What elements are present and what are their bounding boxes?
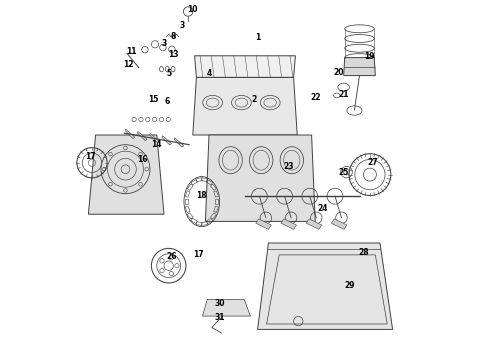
Text: 18: 18	[196, 191, 207, 199]
Text: 17: 17	[85, 152, 96, 161]
Text: 26: 26	[166, 252, 176, 261]
Polygon shape	[88, 135, 164, 214]
Polygon shape	[125, 129, 135, 139]
Text: 12: 12	[123, 60, 133, 69]
Text: 15: 15	[148, 95, 158, 104]
Polygon shape	[195, 56, 295, 77]
Polygon shape	[256, 219, 271, 229]
Text: 13: 13	[168, 50, 178, 59]
Text: 3: 3	[161, 40, 167, 49]
Text: 14: 14	[151, 140, 162, 149]
Text: 2: 2	[251, 95, 257, 104]
Text: 8: 8	[171, 32, 176, 41]
Text: 28: 28	[359, 248, 369, 257]
Polygon shape	[174, 138, 184, 147]
Text: 20: 20	[333, 68, 344, 77]
Text: 24: 24	[317, 204, 328, 212]
Text: 22: 22	[310, 94, 320, 103]
Text: 4: 4	[206, 69, 212, 78]
Polygon shape	[202, 300, 250, 316]
Polygon shape	[149, 134, 159, 143]
Text: 30: 30	[215, 299, 225, 307]
Polygon shape	[137, 131, 147, 141]
Polygon shape	[258, 243, 392, 329]
Text: 29: 29	[344, 281, 355, 289]
Polygon shape	[162, 136, 172, 145]
Polygon shape	[331, 219, 347, 229]
Polygon shape	[193, 77, 297, 135]
Polygon shape	[343, 58, 375, 76]
Text: 23: 23	[283, 162, 294, 171]
Text: 6: 6	[165, 97, 170, 106]
Text: 27: 27	[368, 158, 378, 167]
Text: 16: 16	[137, 155, 147, 163]
Text: 17: 17	[193, 251, 203, 259]
Text: 10: 10	[188, 5, 198, 14]
Text: 21: 21	[339, 90, 349, 99]
Text: 19: 19	[364, 53, 374, 62]
Polygon shape	[281, 219, 296, 229]
Text: 5: 5	[167, 69, 172, 78]
Text: 1: 1	[255, 33, 260, 42]
Polygon shape	[205, 135, 315, 221]
Text: 11: 11	[126, 47, 137, 56]
Text: 25: 25	[339, 168, 349, 177]
Text: 3: 3	[179, 21, 185, 30]
Text: 31: 31	[215, 313, 225, 322]
Polygon shape	[306, 219, 321, 229]
